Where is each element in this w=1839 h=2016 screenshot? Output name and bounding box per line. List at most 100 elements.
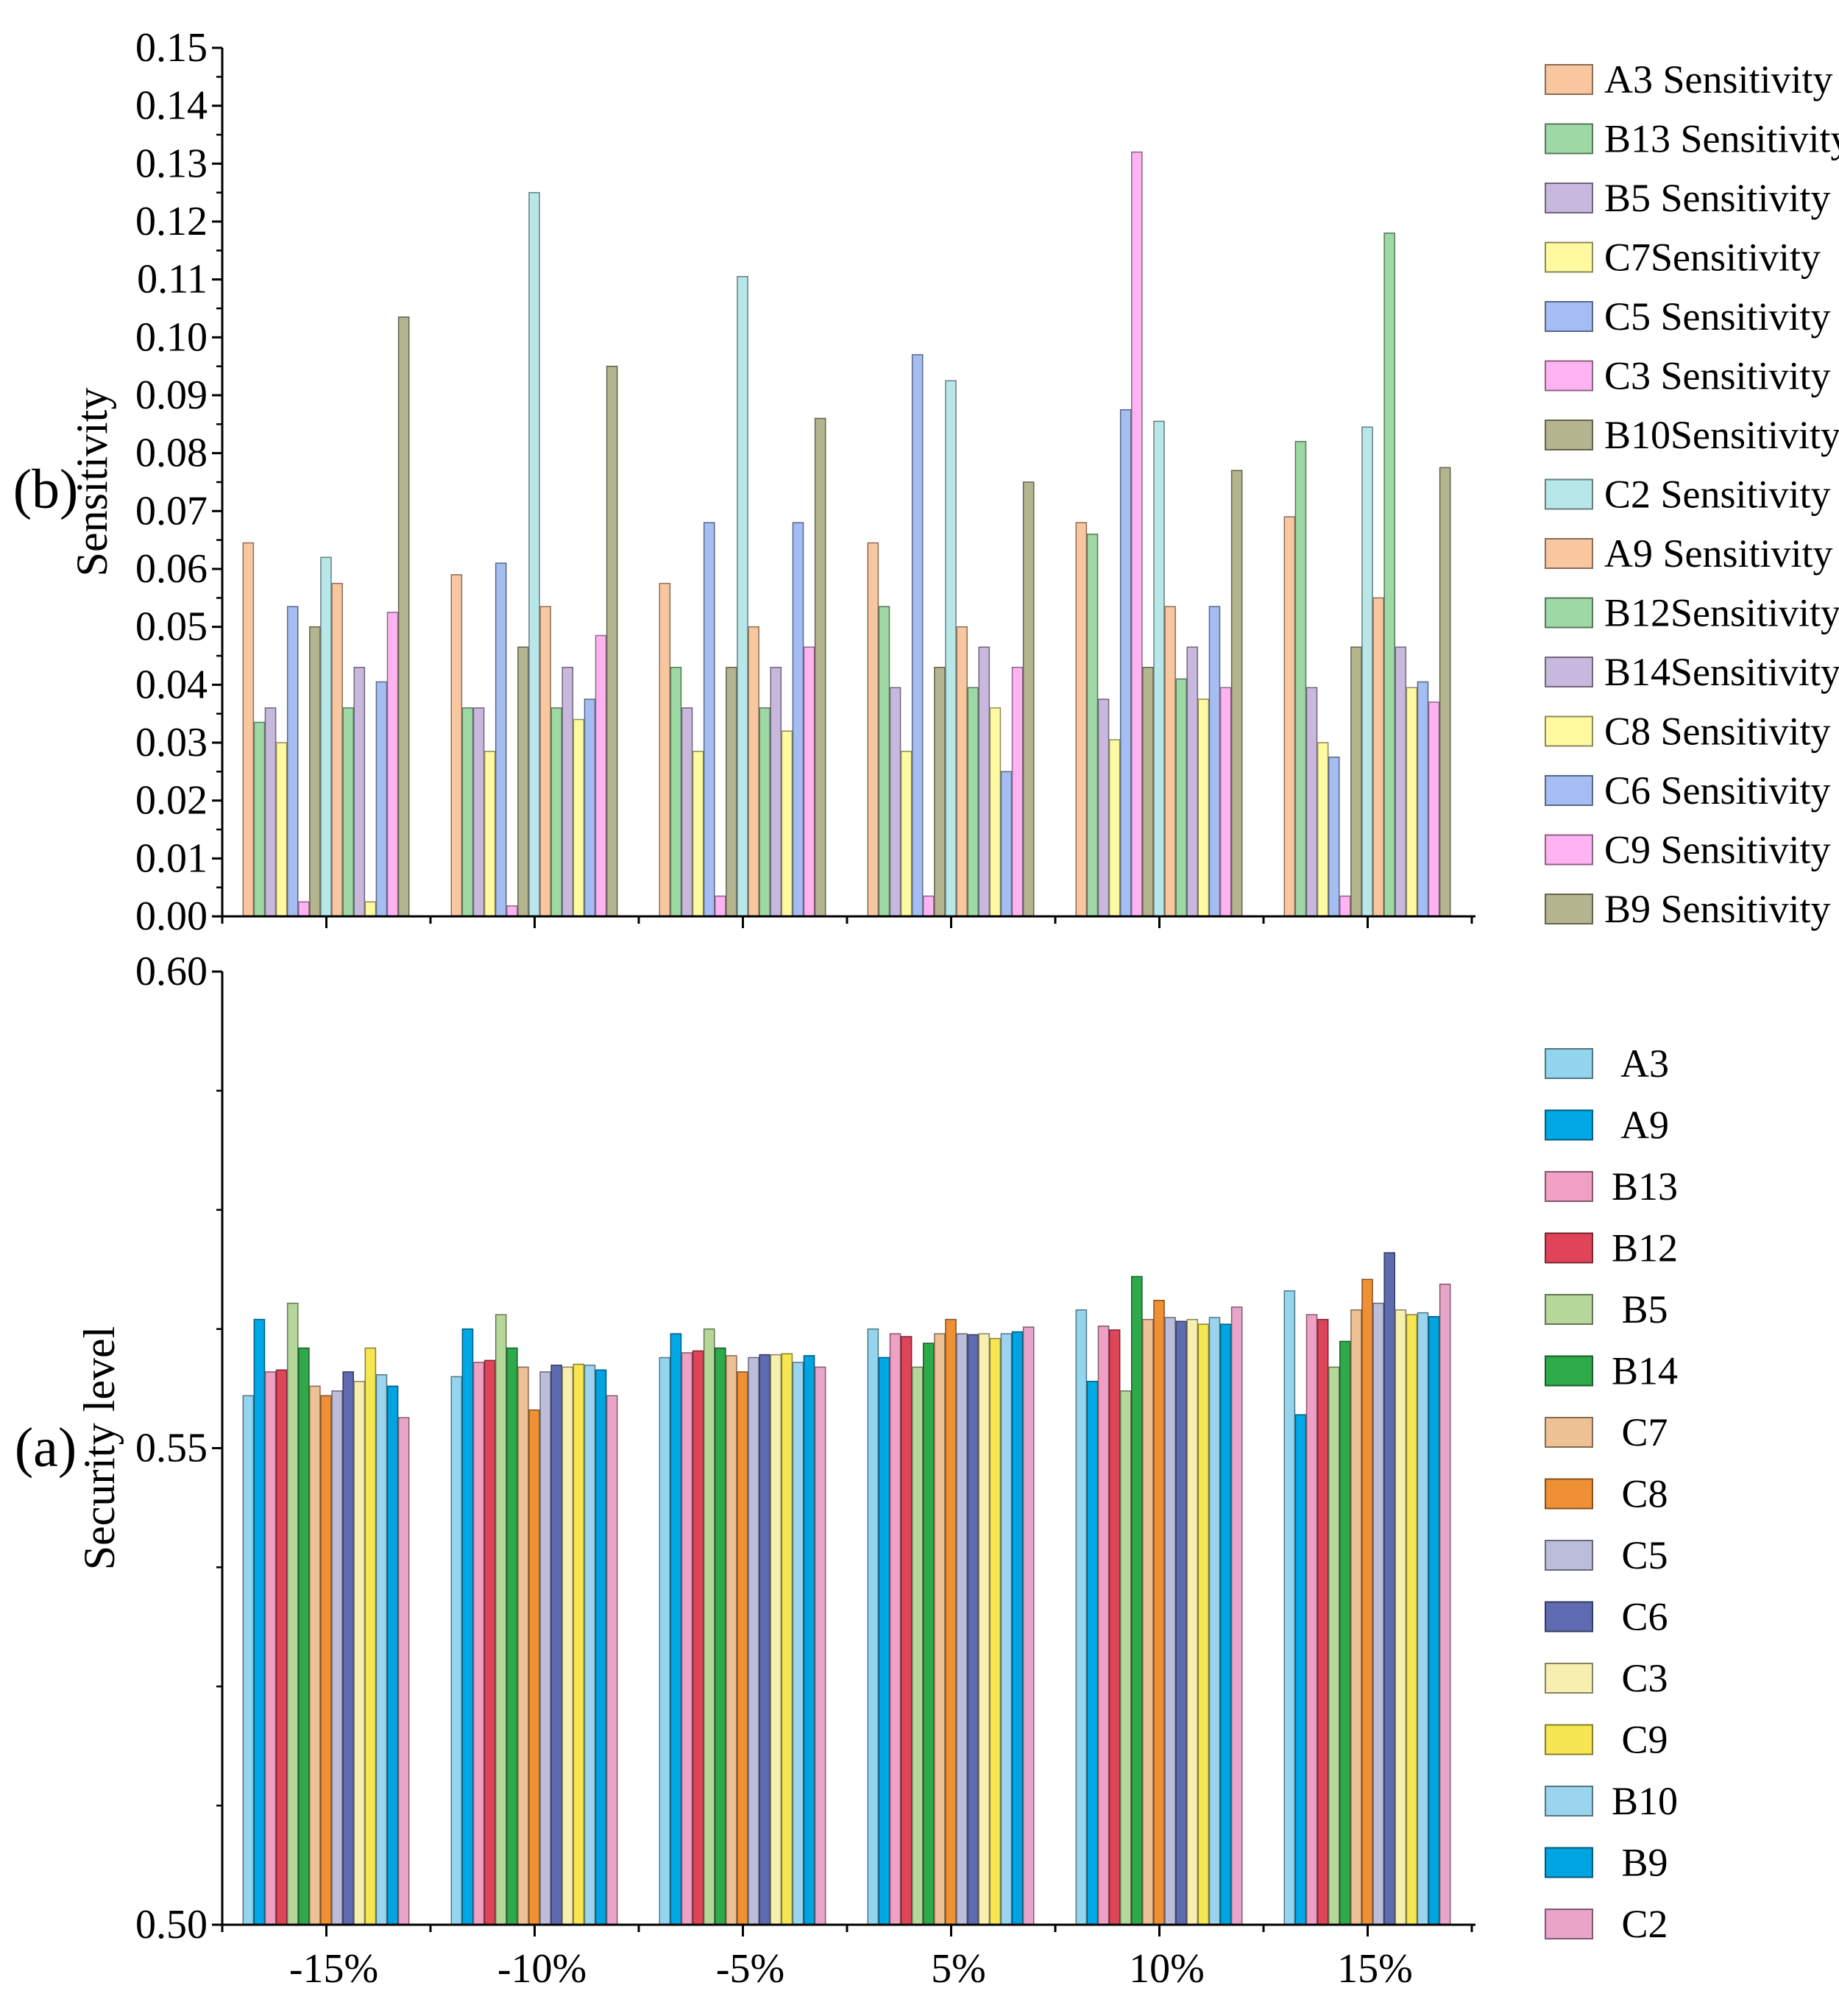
legend-swatch [1545, 1355, 1593, 1387]
bar-a-C6--5% [759, 1354, 770, 1925]
legend-swatch [1545, 64, 1593, 95]
x-tick-label: 5% [931, 1946, 986, 1992]
legend-entry-label: A3 [1620, 1041, 1669, 1086]
bar-a-C9--10% [573, 1363, 585, 1925]
bar-b-A9-Sensitivity-5% [956, 626, 968, 917]
bar-b-C6-Sensitivity-5% [1000, 771, 1013, 917]
legend-entry-label: C2 [1621, 1902, 1668, 1946]
bar-a-C9-10% [1197, 1323, 1210, 1925]
legend-entry-label: B12 [1612, 1226, 1678, 1270]
legend-entry-label: C5 Sensitivity [1604, 294, 1831, 339]
legend-swatch [1545, 241, 1593, 273]
bar-a-B12-5% [900, 1336, 913, 1925]
bar-b-C5-Sensitivity-5% [911, 354, 924, 917]
bar-b-B12Sensitivity-10% [1175, 678, 1187, 917]
legend-swatch [1545, 183, 1593, 213]
bar-b-C9-Sensitivity--5% [803, 646, 815, 917]
bar-b-A3-Sensitivity-15% [1283, 516, 1296, 917]
y-tick-label: 0.00 [135, 894, 208, 939]
bar-a-B14--10% [506, 1347, 518, 1925]
bar-a-B13--10% [472, 1362, 485, 1925]
bars-group [242, 1252, 1451, 1925]
bar-a-B13-10% [1097, 1325, 1110, 1925]
bar-b-C5-Sensitivity-15% [1328, 756, 1340, 917]
legend-entry-label: A9 Sensitivity [1604, 531, 1833, 576]
y-tick-label: 0.13 [135, 141, 208, 186]
legend-entry-label: A3 Sensitivity [1604, 57, 1833, 102]
bar-b-B14Sensitivity--15% [353, 666, 366, 917]
legend-entry-label: C5 [1621, 1533, 1668, 1577]
bar-a-B14-15% [1339, 1340, 1351, 1925]
bar-a-A3--5% [659, 1357, 671, 1925]
bar-b-A9-Sensitivity-10% [1164, 606, 1176, 917]
x-tick-label: 10% [1129, 1946, 1205, 1992]
bar-b-C3-Sensitivity--15% [298, 901, 310, 917]
bar-a-C3--5% [770, 1354, 782, 1925]
legend-swatch [1545, 715, 1593, 747]
bar-a-C3--15% [353, 1381, 366, 1925]
y-tick-label: 0.55 [135, 1426, 208, 1471]
legend-swatch [1545, 1478, 1593, 1510]
bar-a-C3-10% [1186, 1318, 1199, 1925]
bar-b-C8-Sensitivity-15% [1406, 687, 1418, 917]
y-tick-label: 0.50 [135, 1902, 208, 1948]
bar-b-B13-Sensitivity--15% [253, 721, 266, 917]
y-tick-label: 0.11 [137, 257, 208, 303]
bar-b-B9-Sensitivity--5% [814, 417, 826, 917]
bar-b-C8-Sensitivity-10% [1197, 698, 1210, 917]
bar-b-C6-Sensitivity--5% [792, 522, 804, 917]
legend-swatch [1545, 1109, 1593, 1141]
bar-a-B10--5% [792, 1362, 804, 1925]
bar-b-C8-Sensitivity-5% [989, 707, 1002, 917]
bar-b-C7Sensitivity-5% [900, 751, 913, 917]
bar-a-C7-15% [1350, 1309, 1362, 1925]
bar-a-C9--15% [364, 1347, 377, 1925]
bar-b-C8-Sensitivity--15% [364, 901, 377, 917]
bar-a-B9--15% [386, 1385, 399, 1925]
bar-a-B9--5% [803, 1355, 815, 1925]
security-level-chart: 0.50 0.55 0.60 -15% -10% -5% 5% 10% 15% Security … [75, 949, 1678, 1992]
legend-swatch [1545, 775, 1593, 806]
bar-b-C6-Sensitivity-15% [1417, 681, 1429, 917]
bar-a-A3-15% [1283, 1290, 1296, 1925]
bar-a-B12--10% [483, 1359, 496, 1925]
bar-a-C6--15% [342, 1371, 354, 1925]
y-tick-label: 0.12 [135, 199, 208, 244]
bar-a-C9--5% [781, 1353, 793, 1925]
legend-entry-label: B10 [1612, 1779, 1678, 1823]
bar-a-C5-15% [1372, 1302, 1384, 1925]
bar-a-C7--5% [726, 1355, 737, 1925]
bar-b-A9-Sensitivity--15% [331, 582, 343, 917]
bar-a-C9-5% [989, 1337, 1002, 1925]
y-tick-label: 0.05 [135, 604, 208, 650]
bar-b-B5-Sensitivity--15% [264, 707, 277, 917]
legend-swatch [1545, 597, 1593, 629]
bar-a-B13--5% [681, 1352, 693, 1925]
bar-a-B9-10% [1219, 1323, 1232, 1925]
bar-b-C3-Sensitivity-10% [1131, 151, 1143, 917]
bar-b-C2-Sensitivity-10% [1153, 420, 1165, 917]
bar-b-C5-Sensitivity-10% [1119, 408, 1132, 917]
bar-b-C7Sensitivity--5% [692, 751, 704, 917]
x-tick-label: 15% [1337, 1946, 1413, 1992]
legend-swatch [1545, 834, 1593, 866]
bar-a-B14--5% [715, 1347, 726, 1925]
bar-a-B10--15% [375, 1374, 388, 1925]
bar-a-C6-10% [1175, 1320, 1187, 1925]
bar-b-B9-Sensitivity-10% [1230, 470, 1243, 917]
bar-a-C8-5% [945, 1318, 957, 1925]
bar-b-B12Sensitivity-15% [1383, 232, 1395, 917]
bar-b-B5-Sensitivity--10% [472, 707, 485, 917]
y-tick-label: 0.01 [135, 835, 208, 881]
bar-a-C3-5% [978, 1333, 991, 1925]
bar-a-C5--10% [539, 1371, 551, 1925]
bar-b-B13-Sensitivity--5% [670, 666, 682, 917]
bar-b-A3-Sensitivity-5% [867, 542, 879, 917]
bar-b-B10Sensitivity--10% [517, 646, 529, 917]
y-tick-label: 0.14 [135, 83, 208, 129]
y-axis-title: Security level [75, 1326, 124, 1571]
bar-a-C5--15% [331, 1390, 343, 1925]
bar-b-B10Sensitivity-10% [1142, 666, 1154, 917]
bar-b-C9-Sensitivity--10% [595, 634, 607, 917]
bar-b-C7Sensitivity--10% [483, 751, 496, 917]
